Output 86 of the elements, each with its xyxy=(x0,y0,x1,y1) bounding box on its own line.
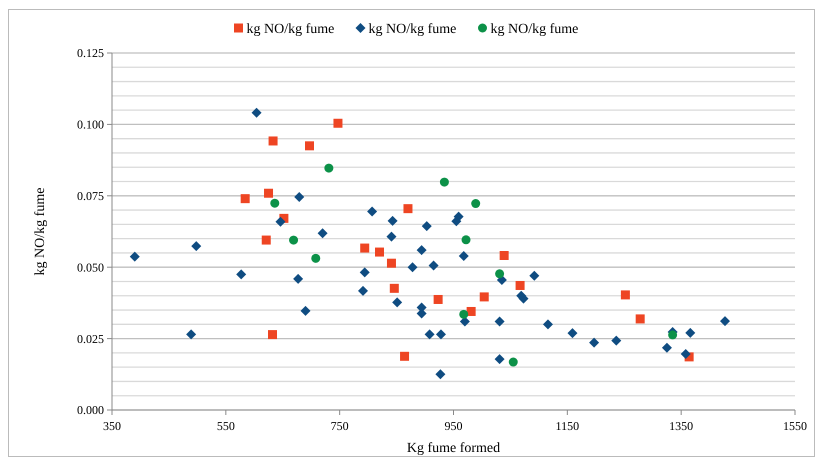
point xyxy=(236,269,246,280)
point xyxy=(434,294,443,304)
point xyxy=(293,274,304,284)
point xyxy=(494,354,505,364)
y-tick-label: 0.125 xyxy=(77,46,104,60)
y-tick-label: 0.050 xyxy=(77,260,104,274)
point xyxy=(264,188,274,198)
point xyxy=(680,349,691,360)
point xyxy=(294,192,304,202)
point xyxy=(636,314,645,324)
point xyxy=(422,221,432,232)
point xyxy=(508,358,518,367)
legend-label: kg NO/kg fume xyxy=(368,22,456,37)
x-tick-label: 750 xyxy=(330,419,349,433)
point xyxy=(386,258,396,268)
point xyxy=(529,270,540,281)
point xyxy=(390,284,399,293)
point xyxy=(268,136,278,146)
point xyxy=(620,290,630,300)
x-tick-label: 550 xyxy=(216,419,235,433)
point xyxy=(428,260,439,270)
point xyxy=(311,254,320,263)
point xyxy=(275,216,286,227)
x-tick-label: 950 xyxy=(444,419,462,433)
point xyxy=(720,316,730,326)
point xyxy=(480,292,489,302)
point xyxy=(611,336,622,346)
point xyxy=(466,306,476,316)
point xyxy=(542,319,553,330)
point xyxy=(495,269,504,278)
point xyxy=(289,236,298,245)
point xyxy=(400,352,410,361)
point xyxy=(416,245,427,256)
point xyxy=(324,164,334,173)
point xyxy=(435,369,446,380)
y-tick-label: 0.075 xyxy=(77,189,104,203)
point xyxy=(424,329,435,340)
point xyxy=(360,244,370,253)
point xyxy=(358,286,368,296)
point xyxy=(333,118,342,128)
point xyxy=(668,330,678,340)
point xyxy=(130,252,140,262)
point xyxy=(388,216,398,226)
point xyxy=(318,228,328,238)
x-tick-label: 350 xyxy=(103,419,121,433)
point xyxy=(240,194,250,204)
point xyxy=(262,236,271,245)
x-axis-title: Kg fume formed xyxy=(406,441,500,456)
point xyxy=(252,108,262,118)
point xyxy=(589,338,600,348)
point xyxy=(367,206,378,217)
legend-label: kg NO/kg fume xyxy=(490,22,578,37)
point xyxy=(460,316,470,326)
point xyxy=(360,267,370,278)
point xyxy=(462,235,471,244)
point xyxy=(500,250,509,260)
y-axis-title: kg NO/kg fume xyxy=(33,188,48,276)
point xyxy=(300,306,311,316)
point xyxy=(436,329,446,340)
point xyxy=(567,328,578,338)
point xyxy=(191,241,202,252)
legend-label: kg NO/kg fume xyxy=(246,22,334,37)
x-tick-label: 1550 xyxy=(783,419,807,433)
x-tick-label: 1350 xyxy=(669,419,694,433)
point xyxy=(662,342,672,353)
point xyxy=(516,280,525,290)
y-tick-label: 0.000 xyxy=(77,403,104,418)
point xyxy=(375,248,384,257)
point xyxy=(685,328,696,338)
point xyxy=(459,310,468,319)
point xyxy=(451,216,462,226)
y-tick-label: 0.100 xyxy=(77,118,104,132)
point xyxy=(386,232,396,242)
y-tick-label: 0.025 xyxy=(77,332,104,346)
point xyxy=(186,329,196,340)
point xyxy=(403,204,412,214)
point xyxy=(494,316,505,326)
point xyxy=(270,198,280,208)
x-tick-label: 1150 xyxy=(556,419,580,433)
point xyxy=(392,297,402,308)
point xyxy=(440,178,449,187)
point xyxy=(408,262,418,272)
point xyxy=(458,251,469,262)
point xyxy=(471,199,480,208)
point xyxy=(305,141,314,150)
point xyxy=(268,330,278,340)
